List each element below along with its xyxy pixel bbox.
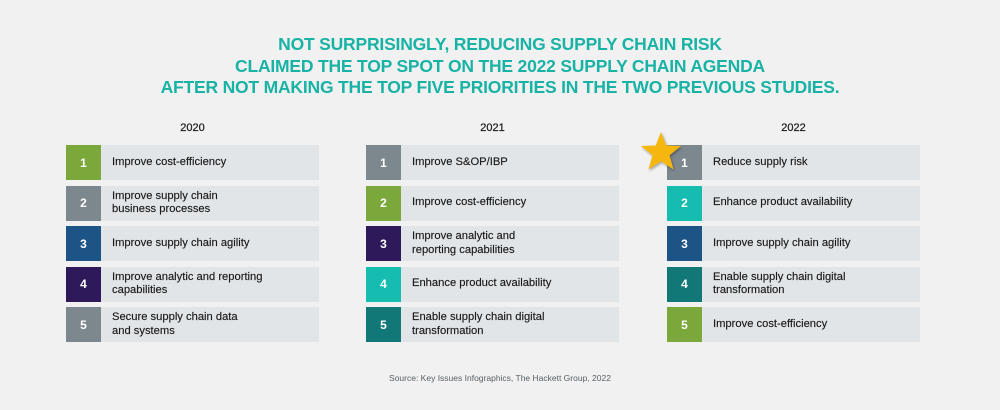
- priority-label: Improve supply chain agility: [713, 236, 851, 249]
- star-icon: [641, 132, 681, 170]
- rank-badge: 4: [66, 266, 101, 302]
- column-year: 2022: [781, 122, 806, 134]
- priority-row: 2 Enhance product availability: [667, 185, 920, 221]
- rank-badge: 3: [66, 226, 101, 261]
- priority-label: Improve cost-efficiency: [112, 155, 227, 168]
- priority-label: Improve analytic and reporting capabiliti…: [112, 270, 263, 296]
- rank-badge: 5: [667, 307, 702, 342]
- headline-line-2: CLAIMED THE TOP SPOT ON THE 2022 SUPPLY …: [235, 55, 765, 76]
- priority-label: Improve cost-efficiency: [713, 317, 828, 330]
- rank-badge: 4: [366, 266, 401, 302]
- headline: NOT SURPRISINGLY, REDUCING SUPPLY CHAIN …: [0, 34, 1000, 99]
- priority-row: 1 Improve cost-efficiency: [66, 145, 319, 180]
- priority-list: 1 Improve cost-efficiency 2 Improve supply…: [66, 145, 319, 342]
- source-note: Source: Key Issues Infographics, The Hac…: [389, 373, 611, 383]
- priority-column-2020: 2020 1 Improve cost-efficiency 2 Improve s…: [66, 120, 319, 348]
- priority-label: Enhance product availability: [713, 196, 853, 209]
- rank-badge: 1: [366, 145, 401, 180]
- priority-row: 3 Improve supply chain agility: [66, 226, 319, 261]
- priority-row: 4 Enable supply chain digital transformati…: [667, 266, 920, 302]
- priority-row: 1 Improve S&OP/IBP: [366, 145, 619, 180]
- priority-label: Improve supply chain business processes: [112, 189, 218, 215]
- priority-label: Improve supply chain agility: [112, 236, 250, 249]
- rank-badge: 1: [66, 145, 101, 180]
- priority-list: 1 Improve S&OP/IBP 2 Improve cost-efficien…: [366, 145, 619, 342]
- priority-row: 4 Enhance product availability: [366, 266, 619, 302]
- column-year: 2020: [180, 122, 205, 134]
- priority-row: 3 Improve analytic and reporting capabilit…: [366, 226, 619, 261]
- priority-row: 5 Secure supply chain data and systems: [66, 307, 319, 342]
- priority-label: Enable supply chain digital transformatio…: [412, 311, 545, 337]
- priority-row: 5 Enable supply chain digital transformati…: [366, 307, 619, 342]
- priority-row: 2 Improve supply chain business processes: [66, 185, 319, 221]
- priority-label: Improve analytic and reporting capabiliti…: [412, 230, 516, 256]
- priority-row: 1 Reduce supply risk: [667, 145, 920, 180]
- rank-badge: 2: [366, 185, 401, 221]
- priority-label: Improve S&OP/IBP: [412, 155, 508, 168]
- rank-badge: 4: [667, 266, 702, 302]
- priority-column-2022: 2022 1 Reduce supply risk 2 Enhance produc…: [667, 120, 920, 348]
- column-year: 2021: [480, 122, 505, 134]
- priority-label: Enable supply chain digital transformatio…: [713, 270, 846, 296]
- rank-badge: 2: [66, 185, 101, 221]
- rank-badge: 5: [366, 307, 401, 342]
- rank-badge: 2: [667, 185, 702, 221]
- priority-label: Reduce supply risk: [713, 155, 808, 168]
- priority-label: Improve cost-efficiency: [412, 196, 527, 209]
- priority-label: Enhance product availability: [412, 277, 552, 290]
- rank-badge: 5: [66, 307, 101, 342]
- priority-label: Secure supply chain data and systems: [112, 311, 238, 337]
- priority-list: 1 Reduce supply risk 2 Enhance product ava…: [667, 145, 920, 342]
- priority-row: 2 Improve cost-efficiency: [366, 185, 619, 221]
- headline-line-1: NOT SURPRISINGLY, REDUCING SUPPLY CHAIN …: [278, 34, 722, 54]
- priority-row: 3 Improve supply chain agility: [667, 226, 920, 261]
- rank-badge: 3: [667, 226, 702, 261]
- priority-column-2021: 2021 1 Improve S&OP/IBP 2 Improve cost-eff…: [366, 120, 619, 348]
- priority-row: 5 Improve cost-efficiency: [667, 307, 920, 342]
- rank-badge: 3: [366, 226, 401, 261]
- headline-line-3: AFTER NOT MAKING THE TOP FIVE PRIORITIES…: [160, 77, 840, 97]
- priority-row: 4 Improve analytic and reporting capabilit…: [66, 266, 319, 302]
